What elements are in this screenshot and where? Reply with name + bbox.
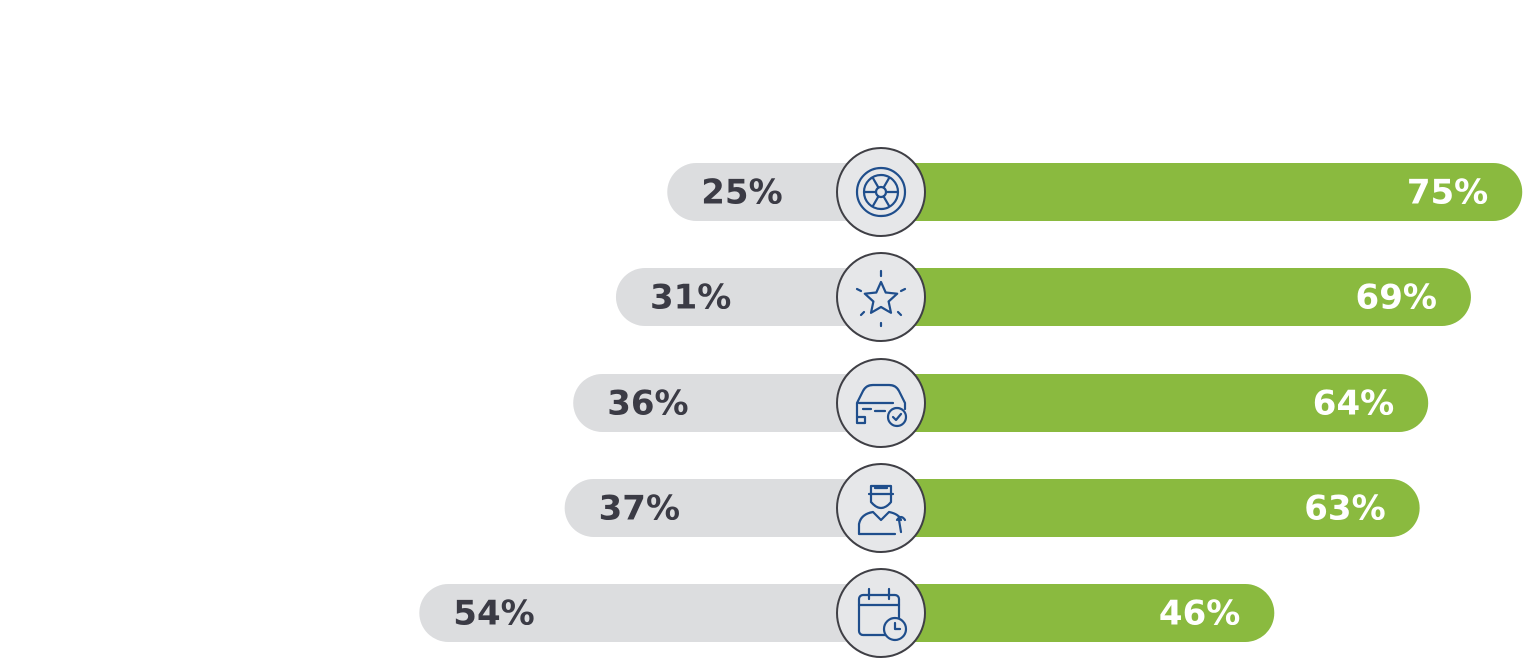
right-value-label: 46% xyxy=(1159,594,1240,634)
right-bar xyxy=(841,268,1471,326)
left-value-label: 31% xyxy=(650,278,731,318)
icon-part xyxy=(882,177,891,189)
row-icon xyxy=(855,269,907,328)
left-value-label: 54% xyxy=(453,594,534,634)
icon-part xyxy=(899,287,907,293)
icon-part xyxy=(855,287,863,293)
right-value-label: 63% xyxy=(1304,489,1385,529)
row-icon xyxy=(855,166,907,218)
left-bar xyxy=(564,479,921,537)
icon-part xyxy=(871,177,880,189)
icon-part xyxy=(857,484,903,536)
icon-part xyxy=(863,280,899,314)
right-value-label: 64% xyxy=(1313,384,1394,424)
icon-part xyxy=(859,310,866,317)
icon-part xyxy=(857,593,901,637)
right-bar xyxy=(841,163,1523,221)
icon-part xyxy=(855,166,907,218)
icon-circle xyxy=(836,568,926,658)
icon-part xyxy=(855,383,907,425)
right-value-label: 69% xyxy=(1356,278,1437,318)
left-value-label: 36% xyxy=(607,384,688,424)
row-icon xyxy=(857,587,908,642)
left-bar xyxy=(419,584,921,642)
right-bar xyxy=(841,479,1420,537)
icon-circle xyxy=(836,147,926,237)
left-value-label: 25% xyxy=(701,173,782,213)
row-icon xyxy=(855,383,908,428)
icon-part xyxy=(871,195,880,207)
right-value-label: 75% xyxy=(1407,173,1488,213)
right-bar xyxy=(841,374,1429,432)
icon-part xyxy=(886,406,908,428)
left-bar xyxy=(573,374,921,432)
icon-circle xyxy=(836,252,926,342)
icon-part xyxy=(893,621,902,631)
icon-part xyxy=(896,310,903,317)
icon-part xyxy=(895,515,907,534)
right-bar xyxy=(841,584,1275,642)
left-value-label: 37% xyxy=(599,489,680,529)
row-icon xyxy=(857,484,907,536)
icon-part xyxy=(891,412,903,422)
icon-part xyxy=(882,195,891,207)
